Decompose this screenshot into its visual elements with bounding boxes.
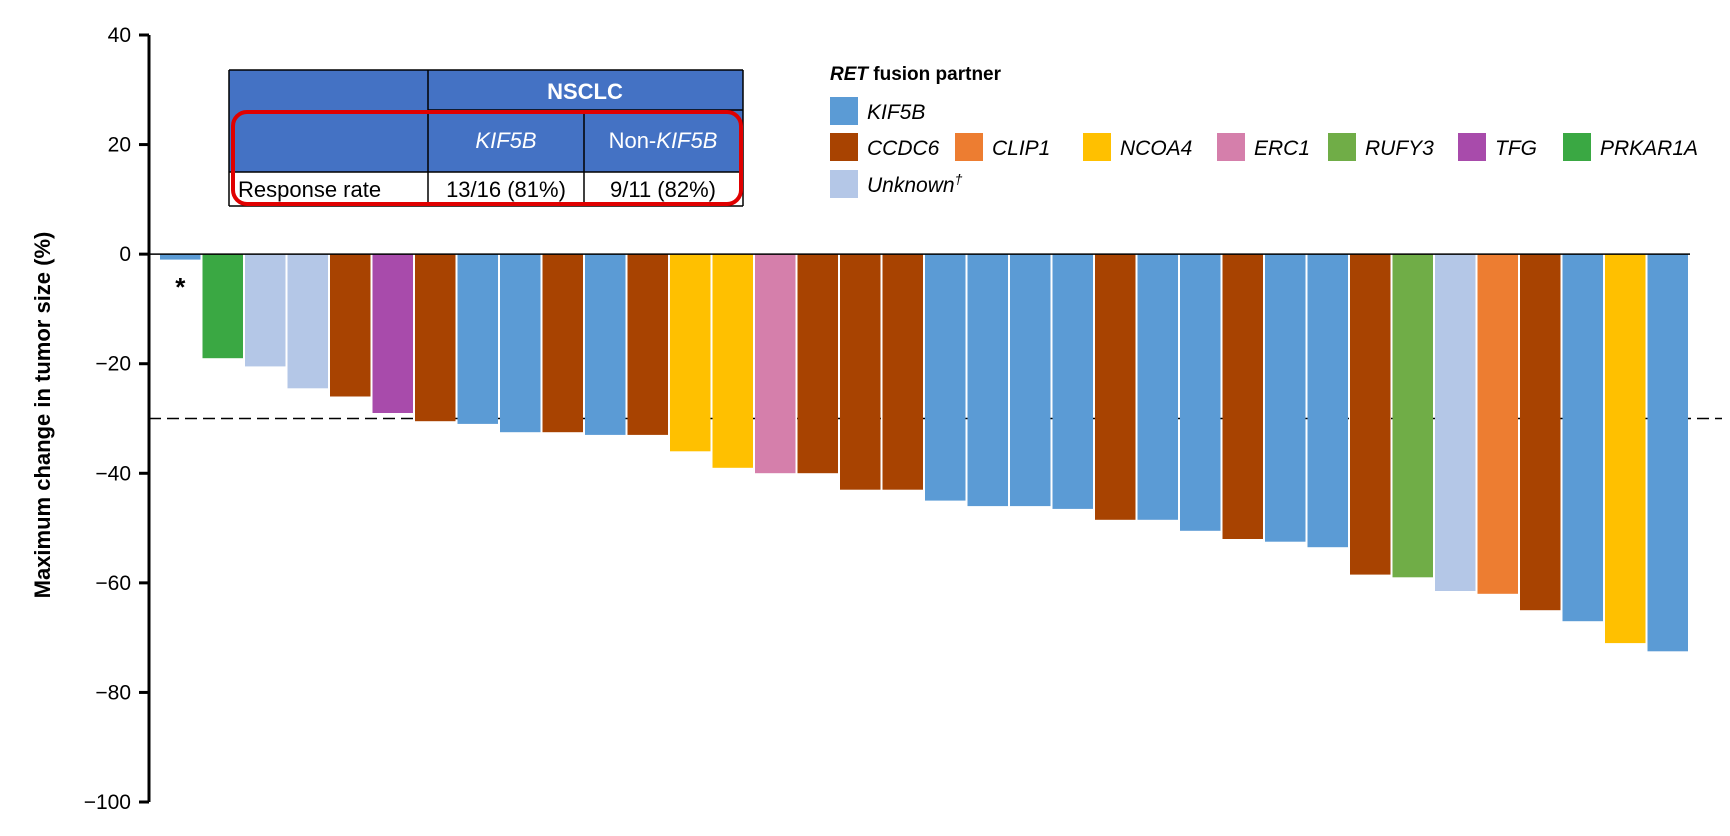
legend-label: NCOA4 [1120, 137, 1192, 160]
bar [372, 254, 413, 413]
table-body-background [229, 172, 743, 206]
y-tick-label: −80 [95, 681, 131, 704]
legend-swatch [830, 133, 858, 161]
bar [1350, 254, 1391, 575]
bar [1010, 254, 1051, 507]
y-tick-label: −40 [95, 462, 131, 485]
legend-label: PRKAR1A [1600, 137, 1698, 160]
legend-swatch [1083, 133, 1111, 161]
bar [840, 254, 881, 490]
bar-annotation: * [175, 272, 186, 302]
bar [670, 254, 711, 452]
bar [1265, 254, 1306, 542]
bar [542, 254, 583, 433]
inset-response-table: NSCLC KIF5B Non-KIF5B Response rate 13/1… [228, 69, 744, 207]
table-row-label: Response rate [238, 177, 381, 202]
bar [882, 254, 923, 490]
legend-swatch [830, 170, 858, 198]
bar [967, 254, 1008, 507]
table-col-non-gene: KIF5B [656, 128, 717, 153]
legend-label-text: PRKAR1A [1600, 137, 1698, 160]
legend-label-text: KIF5B [867, 101, 925, 124]
bar [755, 254, 796, 474]
legend: RET fusion partner KIF5B CCDC6 CLIP1 NCOA4 E… [830, 64, 1698, 198]
legend-label-text: TFG [1495, 137, 1537, 160]
y-axis: 40 20 0 −20 −40 −60 −80 −100 [84, 24, 151, 814]
legend-label: KIF5B [867, 101, 925, 124]
bar [712, 254, 753, 468]
table-col-kif5b: KIF5B [475, 128, 536, 153]
bar [1392, 254, 1433, 578]
legend-label-text: CCDC6 [867, 137, 940, 160]
bar [1307, 254, 1348, 548]
legend-label: TFG [1495, 137, 1537, 160]
legend-swatch [1563, 133, 1591, 161]
bar [585, 254, 626, 435]
legend-items: KIF5B CCDC6 CLIP1 NCOA4 ERC1 RUFY3 TFG PRKAR1A U… [830, 97, 1698, 198]
bar [1222, 254, 1263, 539]
legend-swatch [1217, 133, 1245, 161]
y-tick-label: 20 [108, 134, 131, 157]
y-axis-label: Maximum change in tumor size (%) [30, 232, 55, 599]
legend-label: Unknown† [867, 171, 963, 197]
legend-swatch [955, 133, 983, 161]
legend-title: RET fusion partner [830, 64, 1002, 85]
legend-title-rest: fusion partner [868, 64, 1002, 85]
bar [457, 254, 498, 424]
bar [202, 254, 243, 359]
y-tick-label: 40 [108, 24, 131, 47]
bar [627, 254, 668, 435]
bar [1647, 254, 1688, 652]
bar [1180, 254, 1221, 531]
bar [1477, 254, 1518, 594]
y-tick-label: −20 [95, 353, 131, 376]
y-tick-label: −100 [84, 791, 131, 814]
bar [1520, 254, 1561, 611]
legend-swatch [1328, 133, 1356, 161]
table-col-non-prefix: Non- [609, 128, 657, 153]
legend-label-sup: † [955, 171, 963, 187]
legend-label: CLIP1 [992, 137, 1050, 160]
y-tick-label: −60 [95, 572, 131, 595]
bar [1435, 254, 1476, 591]
legend-label-text: RUFY3 [1365, 137, 1434, 160]
annotation-group: * [175, 272, 186, 302]
legend-label-text: ERC1 [1254, 137, 1310, 160]
table-value-non-kif5b: 9/11 (82%) [610, 177, 716, 202]
legend-label-text: CLIP1 [992, 137, 1050, 160]
y-tick-label: 0 [119, 243, 131, 266]
legend-title-gene: RET [830, 64, 869, 85]
bar [500, 254, 541, 433]
bar [1095, 254, 1136, 520]
bar [245, 254, 286, 367]
bar [1052, 254, 1093, 509]
bar [1137, 254, 1178, 520]
legend-label: ERC1 [1254, 137, 1310, 160]
legend-label-text: Unknown [867, 174, 955, 197]
table-highlight-box [231, 110, 743, 206]
table-col-non-kif5b: Non-KIF5B [609, 128, 718, 153]
bar [160, 254, 201, 260]
bar [330, 254, 371, 397]
legend-label: CCDC6 [867, 137, 940, 160]
bar [797, 254, 838, 474]
table-value-kif5b: 13/16 (81%) [446, 177, 566, 202]
bar [1605, 254, 1646, 644]
legend-label: RUFY3 [1365, 137, 1434, 160]
bar [287, 254, 328, 389]
table-header-nsclc: NSCLC [547, 79, 623, 104]
bar [415, 254, 456, 422]
bar [1562, 254, 1603, 622]
table-header-background [229, 70, 743, 172]
legend-swatch [830, 97, 858, 125]
legend-label-text: NCOA4 [1120, 137, 1192, 160]
bar [925, 254, 966, 501]
bars [160, 254, 1688, 652]
legend-swatch [1458, 133, 1486, 161]
